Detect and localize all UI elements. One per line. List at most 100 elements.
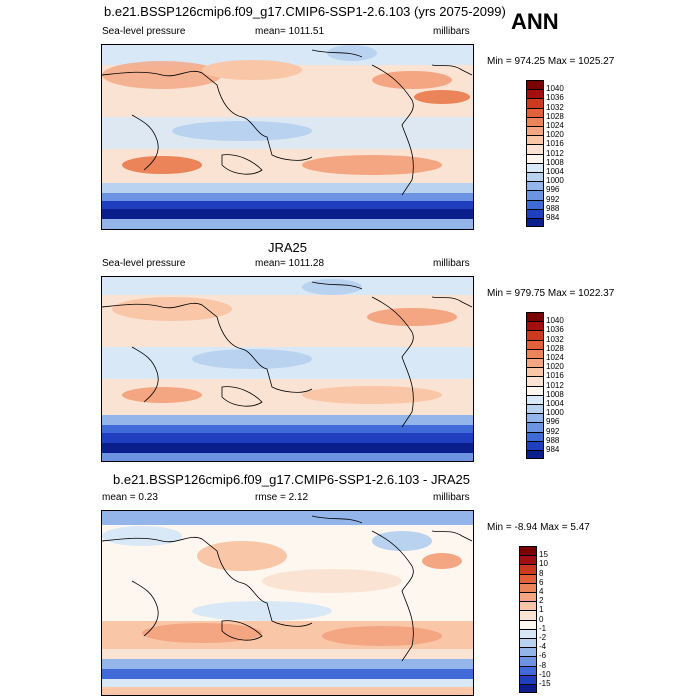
colorbar-tick-label: 1012 xyxy=(546,148,564,158)
colorbar-tick-label: 1012 xyxy=(546,380,564,390)
colorbar-box xyxy=(519,674,537,684)
colorbar-tick-label: 984 xyxy=(546,445,560,454)
colorbar-box xyxy=(526,107,544,117)
colorbar-tick-label: 1040 xyxy=(546,84,564,94)
panel-2-map-svg xyxy=(102,277,473,461)
panel-1-map xyxy=(101,44,474,230)
panel-3-arctic-diff xyxy=(102,511,473,525)
panel-1-atlantic-high xyxy=(414,90,470,104)
colorbar-box xyxy=(519,601,537,611)
colorbar-tick-label: 1004 xyxy=(546,399,564,408)
panel-1-so-band-1 xyxy=(102,183,473,193)
colorbar-box xyxy=(519,628,537,638)
colorbar-tick-label: 984 xyxy=(546,213,560,222)
colorbar-tick-label: 1016 xyxy=(546,371,564,381)
panel-1-title: b.e21.BSSP126cmip6.f09_g17.CMIP6-SSP1-2.… xyxy=(104,4,506,19)
colorbar-box xyxy=(526,385,544,395)
colorbar-tick-label: 1020 xyxy=(546,362,564,372)
panel-3-pacific-diff xyxy=(262,569,402,593)
colorbar-tick-label: -8 xyxy=(539,660,547,670)
panel-3-rmse-label: rmse = 2.12 xyxy=(255,492,309,503)
colorbar-box xyxy=(526,190,544,200)
colorbar-box xyxy=(526,89,544,99)
panel-2-high-north-1 xyxy=(112,297,232,321)
colorbar-tick-label: -2 xyxy=(539,633,547,642)
panel-3-so-diff-3 xyxy=(102,669,473,679)
colorbar-tick-label: 8 xyxy=(539,568,544,578)
colorbar-tick-label: 992 xyxy=(546,426,560,436)
colorbar-frame xyxy=(519,546,537,694)
colorbar-tick-label: 2 xyxy=(539,596,544,606)
colorbar-tick-label: -10 xyxy=(539,669,551,679)
panel-1-high-north-2 xyxy=(202,60,302,80)
colorbar-tick-label: 1032 xyxy=(546,334,564,344)
colorbar-tick-label: 15 xyxy=(539,550,548,560)
panel-3-mean-label: mean = 0.23 xyxy=(102,492,158,503)
panel-2-warm-pool-low xyxy=(192,349,312,369)
colorbar-tick-label: 1004 xyxy=(546,167,564,176)
panel-1-so-band-3 xyxy=(102,201,473,209)
colorbar-box xyxy=(526,172,544,182)
colorbar-box xyxy=(526,339,544,349)
colorbar-tick-label: 1032 xyxy=(546,102,564,112)
panel-3-north-diff-1 xyxy=(102,526,182,546)
colorbar-box xyxy=(519,592,537,602)
colorbar-tick-label: 1036 xyxy=(546,93,564,103)
panel-2-mean-label: mean= 1011.28 xyxy=(255,258,325,269)
panel-1-antarctic-band xyxy=(102,219,473,229)
colorbar-tick-label: 988 xyxy=(546,435,560,445)
colorbar-box xyxy=(526,404,544,414)
colorbar-tick-label: 1028 xyxy=(546,111,564,121)
colorbar-box xyxy=(519,684,537,694)
panel-1-arctic-band xyxy=(102,45,473,65)
colorbar-tick-label: 992 xyxy=(546,194,560,204)
colorbar-tick-label: 988 xyxy=(546,203,560,213)
panel-2-south-high-2 xyxy=(302,386,442,404)
colorbar-tick-label: 10 xyxy=(539,559,548,569)
colorbar-tick-label: 1008 xyxy=(546,389,564,399)
panel-3-units-label: millibars xyxy=(433,492,470,503)
colorbar-box xyxy=(519,555,537,565)
panel-3-coastlines xyxy=(102,515,473,662)
colorbar-box xyxy=(526,321,544,331)
colorbar-box xyxy=(526,218,544,228)
colorbar-tick-label: 1040 xyxy=(546,316,564,326)
panel-3-south-diff-1 xyxy=(142,623,262,643)
colorbar-box xyxy=(519,619,537,629)
panel-2-map xyxy=(101,276,474,462)
colorbar-tick-label: 1028 xyxy=(546,343,564,353)
panel-2-antarctic-band xyxy=(102,453,473,461)
panel-1-aleutian-low xyxy=(327,45,377,61)
panel-2-so-band-1 xyxy=(102,415,473,425)
colorbar-box xyxy=(526,358,544,368)
colorbar-tick-label: 1008 xyxy=(546,157,564,167)
colorbar-tick-label: -1 xyxy=(539,623,547,633)
colorbar-box xyxy=(526,450,544,460)
panel-3-so-diff-1 xyxy=(102,649,473,659)
panel-3-atlantic-diff-2 xyxy=(422,553,462,569)
colorbar-box xyxy=(519,582,537,592)
colorbar-tick-label: 6 xyxy=(539,577,544,587)
panel-3-atlantic-diff-1 xyxy=(372,531,432,551)
panel-1-mean-label: mean= 1011.51 xyxy=(255,26,325,37)
panel-3-antarctic-diff xyxy=(102,687,473,695)
colorbar-box xyxy=(526,135,544,145)
panel-3-asia-diff xyxy=(197,541,287,571)
panel-1-azores-high xyxy=(372,71,452,89)
panel-2-aleutian-low xyxy=(302,279,362,295)
colorbar-box xyxy=(526,422,544,432)
panel-2-minmax: Min = 979.75 Max = 1022.37 xyxy=(487,288,615,299)
colorbar-box xyxy=(519,665,537,675)
panel-1-coastlines xyxy=(102,49,473,196)
colorbar-tick-label: 4 xyxy=(539,587,544,596)
panel-2-coastlines xyxy=(102,281,473,428)
colorbar-box xyxy=(526,348,544,358)
colorbar-box xyxy=(526,413,544,423)
colorbar-tick-label: 996 xyxy=(546,185,560,195)
panel-2-south-high-1 xyxy=(122,387,202,403)
colorbar-tick-label: -4 xyxy=(539,642,547,652)
colorbar-tick-label: 996 xyxy=(546,417,560,427)
colorbar-box xyxy=(519,638,537,648)
colorbar-tick-label: -15 xyxy=(539,679,551,688)
colorbar-box xyxy=(526,208,544,218)
